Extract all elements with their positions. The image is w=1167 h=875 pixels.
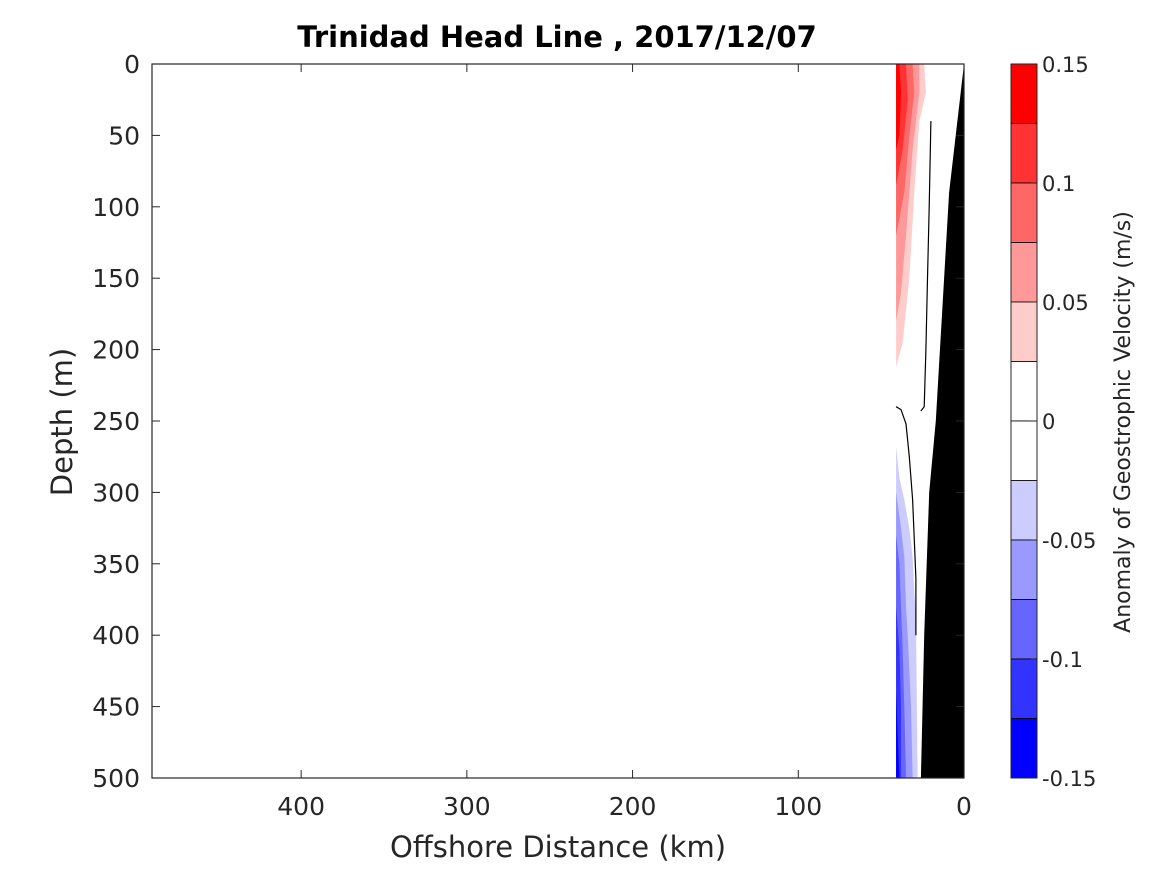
colorbar-band-12 [1010, 718, 1038, 779]
x-tick-label-400: 400 [277, 792, 325, 821]
y-tick-label-450: 450 [92, 693, 140, 722]
colorbar-band-11 [1010, 658, 1038, 719]
y-tick-label-50: 50 [108, 121, 140, 150]
zero-contour-lines [895, 121, 932, 636]
colorbar-tick-label: -0.15 [1042, 767, 1096, 791]
y-tick-label-500: 500 [92, 764, 140, 793]
contour-region-positive-0.125 [896, 64, 901, 150]
colorbar-band-3 [1010, 182, 1038, 243]
zero-contour-line-1 [920, 121, 932, 412]
x-tick-label-300: 300 [443, 792, 491, 821]
colorbar-band-9 [1010, 539, 1038, 600]
colorbar-band-4 [1010, 242, 1038, 303]
colorbar-tick-label: -0.05 [1042, 529, 1096, 553]
colorbar-band-10 [1010, 599, 1038, 660]
y-tick-label-0: 0 [124, 50, 140, 79]
bathymetry-layer [920, 64, 964, 778]
seafloor-bathymetry [920, 64, 964, 778]
plot-area [151, 63, 965, 779]
plot-background [152, 64, 964, 778]
x-tick-label-100: 100 [774, 792, 822, 821]
y-tick-label-400: 400 [92, 621, 140, 650]
velocity-contour-regions [896, 64, 926, 778]
colorbar-band-6 [1010, 361, 1038, 422]
y-tick-label-100: 100 [92, 193, 140, 222]
y-tick-label-350: 350 [92, 550, 140, 579]
y-axis-label: Depth (m) [45, 348, 79, 496]
contour-region-negative-0.125 [896, 692, 900, 778]
y-tick-label-150: 150 [92, 264, 140, 293]
y-axis-ticks: 0 50 100 150 200 250 300 350 400 450 500 [92, 50, 964, 793]
x-axis-label: Offshore Distance (km) [390, 830, 726, 864]
y-tick-label-200: 200 [92, 336, 140, 365]
colorbar-band-5 [1010, 301, 1038, 362]
colorbar-tick-label: -0.1 [1042, 648, 1083, 672]
zero-contour-line-2 [895, 406, 917, 636]
y-tick-label-300: 300 [92, 478, 140, 507]
colorbar-band-7 [1010, 420, 1038, 481]
colorbar-tick-label: 0.1 [1042, 172, 1075, 196]
colorbar-label: Anomaly of Geostrophic Velocity (m/s) [1111, 211, 1136, 633]
colorbar-tick-label: 0 [1042, 410, 1055, 434]
chart-title: Trinidad Head Line , 2017/12/07 [297, 20, 817, 54]
colorbar-band-2 [1010, 123, 1038, 184]
colorbar-tick-label: 0.15 [1042, 53, 1089, 77]
y-tick-label-250: 250 [92, 407, 140, 436]
colorbar-band-8 [1010, 480, 1038, 541]
x-tick-label-0: 0 [956, 792, 972, 821]
x-tick-label-200: 200 [609, 792, 657, 821]
colorbar-band-1 [1010, 63, 1038, 124]
colorbar: 0.15 0.1 0.05 0 -0.05 -0.1 -0.15 [1010, 53, 1096, 791]
x-axis-ticks: 400 300 200 100 0 [277, 64, 972, 821]
colorbar-tick-label: 0.05 [1042, 291, 1089, 315]
